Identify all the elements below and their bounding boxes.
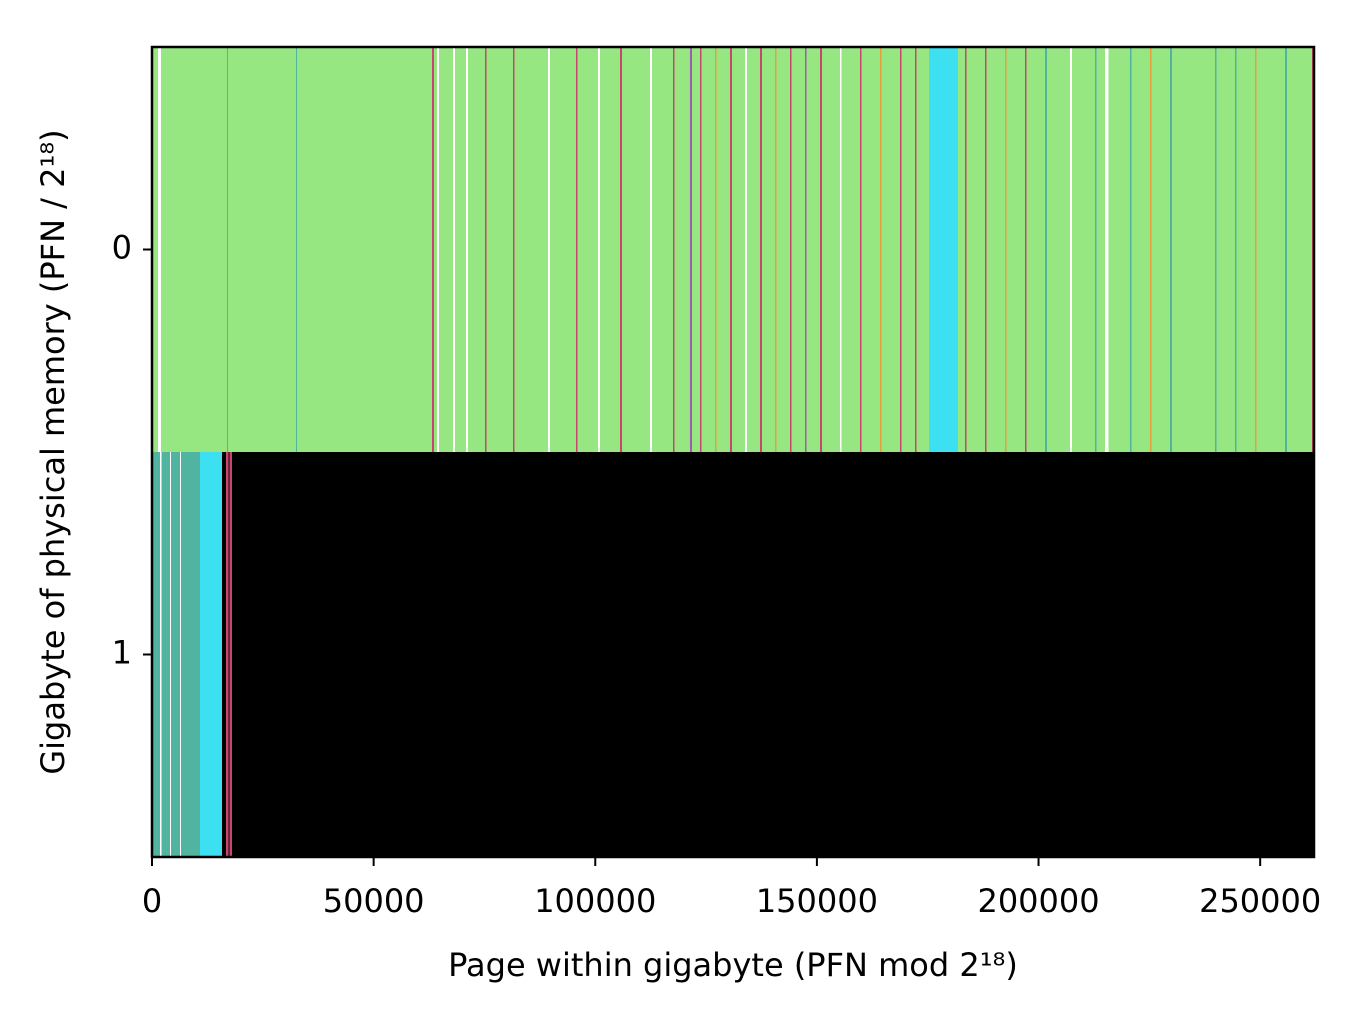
memory-span xyxy=(714,47,717,452)
memory-span xyxy=(159,452,162,857)
memory-span xyxy=(1214,47,1217,452)
memory-span xyxy=(1284,47,1287,452)
memory-span xyxy=(859,47,862,452)
memory-span xyxy=(597,47,601,452)
plot-area xyxy=(152,47,1314,857)
memory-span xyxy=(1254,47,1257,452)
x-tick-label: 100000 xyxy=(534,882,656,920)
y-axis-label: Gigabyte of physical memory (PFN / 2¹⁸) xyxy=(34,129,72,774)
memory-span xyxy=(774,47,777,452)
memory-span xyxy=(879,47,882,452)
y-tick-label: 1 xyxy=(112,634,132,672)
memory-span xyxy=(964,47,967,452)
memory-span xyxy=(575,47,578,452)
memory-span xyxy=(1170,47,1172,452)
memory-span xyxy=(1024,47,1027,452)
memory-span xyxy=(226,47,228,452)
memory-span xyxy=(465,47,469,452)
memory-span xyxy=(296,47,297,452)
memory-span xyxy=(672,47,675,452)
memory-span xyxy=(1045,47,1047,452)
memory-span xyxy=(157,47,161,452)
x-axis-label: Page within gigabyte (PFN mod 2¹⁸) xyxy=(448,946,1018,984)
memory-span xyxy=(984,47,987,452)
memory-span xyxy=(760,47,762,452)
memory-span xyxy=(1234,47,1237,452)
x-tick-label: 200000 xyxy=(977,882,1099,920)
x-tick-label: 250000 xyxy=(1199,882,1321,920)
memory-span xyxy=(745,47,747,452)
memory-span xyxy=(437,47,439,452)
memory-span xyxy=(690,47,692,452)
memory-span xyxy=(229,452,232,857)
memory-span xyxy=(1149,47,1152,452)
memory-span xyxy=(929,47,958,452)
memory-span xyxy=(1004,47,1007,452)
memory-span xyxy=(620,47,622,452)
memory-span xyxy=(512,47,515,452)
x-tick-label: 50000 xyxy=(323,882,425,920)
memory-span xyxy=(1129,47,1132,452)
memory-span xyxy=(199,452,223,857)
memory-span xyxy=(152,47,1314,452)
y-tick-label: 0 xyxy=(112,229,132,267)
x-tick-label: 150000 xyxy=(756,882,878,920)
memory-span xyxy=(804,47,807,452)
memory-span xyxy=(432,47,434,452)
plot-frame xyxy=(150,45,1316,859)
memory-span xyxy=(547,47,551,452)
x-tick-label: 0 xyxy=(142,882,162,920)
memory-span xyxy=(452,47,456,452)
memory-span xyxy=(1070,47,1072,452)
memory-span xyxy=(152,452,1314,857)
memory-span xyxy=(1094,47,1097,452)
memory-span xyxy=(152,452,200,857)
memory-span xyxy=(730,47,732,452)
memory-span xyxy=(914,47,917,452)
memory-span xyxy=(820,47,822,452)
memory-span xyxy=(789,47,792,452)
memory-span xyxy=(170,452,172,857)
memory-span xyxy=(649,47,653,452)
memory-span xyxy=(226,452,229,857)
memory-span xyxy=(839,47,842,452)
memory-span xyxy=(699,47,702,452)
memory-span xyxy=(899,47,902,452)
memory-span xyxy=(179,452,181,857)
memory-span xyxy=(1105,47,1109,452)
memory-span xyxy=(484,47,487,452)
